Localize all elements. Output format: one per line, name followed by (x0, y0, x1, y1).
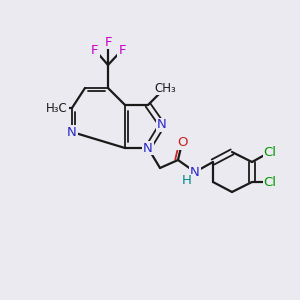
Text: N: N (67, 125, 77, 139)
Text: H: H (182, 175, 192, 188)
Text: N: N (143, 142, 153, 154)
Text: F: F (91, 44, 99, 56)
Text: F: F (104, 35, 112, 49)
Text: CH₃: CH₃ (154, 82, 176, 94)
Text: H₃C: H₃C (46, 101, 68, 115)
Text: Cl: Cl (263, 146, 277, 158)
Text: N: N (157, 118, 167, 131)
Text: N: N (190, 166, 200, 178)
Text: F: F (118, 44, 126, 56)
Text: O: O (177, 136, 187, 149)
Text: Cl: Cl (263, 176, 277, 188)
